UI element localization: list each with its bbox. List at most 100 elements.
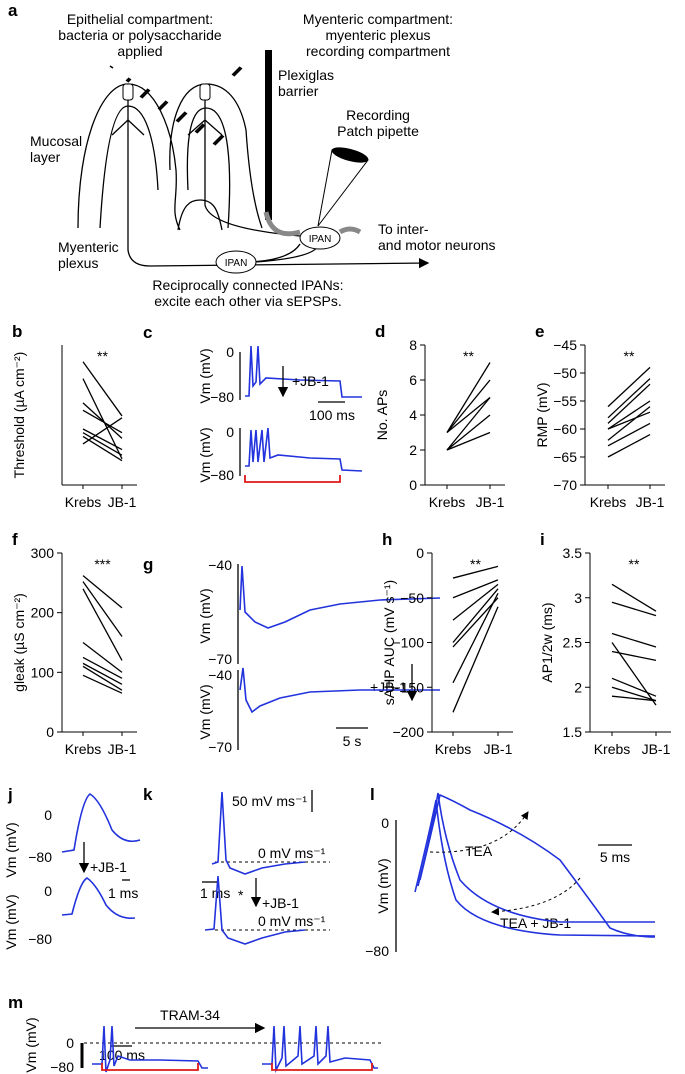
bacterium — [220, 134, 225, 138]
paired-line — [82, 575, 123, 609]
label: 1 ms — [200, 885, 230, 901]
bacterium — [160, 104, 165, 108]
y-tick-label: 1.5 — [563, 724, 583, 740]
y-tick-label: −50 — [553, 365, 577, 381]
bacterium — [142, 92, 147, 96]
label: Plexiglas — [278, 67, 334, 83]
paired-line — [82, 417, 123, 445]
label: and motor neurons — [378, 237, 496, 253]
process — [263, 211, 362, 237]
paired-line — [82, 361, 123, 417]
paired-line — [452, 588, 499, 643]
bacterium — [198, 126, 203, 130]
x-tick-label: Krebs — [65, 494, 102, 510]
bacterium — [214, 140, 219, 144]
label: recording compartment — [306, 43, 450, 59]
label: 50 mV ms⁻¹ — [232, 793, 307, 809]
trace — [92, 1025, 208, 1073]
axis-label: Vm (mV) — [3, 822, 19, 877]
stimulus — [244, 475, 341, 483]
bacterium — [237, 67, 242, 71]
axis-label: sAHP AUC (mV s⁻¹) — [381, 580, 397, 705]
y-tick-label: 2 — [409, 442, 417, 458]
bacterium — [162, 102, 167, 106]
paired-line — [82, 641, 123, 673]
bacterium — [213, 141, 218, 145]
bacterium — [180, 114, 185, 118]
tick-label: −80 — [365, 943, 389, 959]
tick-label: −70 — [208, 739, 232, 755]
bacterium — [194, 130, 199, 134]
y-tick-label: 0 — [409, 477, 417, 493]
paired-line — [611, 601, 657, 617]
bacterium — [219, 135, 224, 139]
axis-label: Vm (mV) — [197, 588, 213, 643]
label: 0 mV ms⁻¹ — [258, 845, 326, 861]
bacterium — [164, 100, 169, 104]
axis-label: Vm (mV) — [197, 684, 213, 739]
label: +JB-1 — [370, 679, 407, 695]
bacterium — [127, 77, 132, 81]
paired-line — [611, 632, 657, 648]
bacterium — [182, 112, 187, 116]
y-tick-label: −55 — [553, 393, 577, 409]
bacterium — [233, 71, 238, 75]
paired-line — [611, 686, 657, 702]
nerve — [111, 100, 319, 263]
bacterium — [212, 142, 217, 146]
panel-letter: d — [375, 322, 385, 341]
significance: ** — [97, 348, 108, 364]
paired-line — [611, 583, 657, 612]
y-tick-label: −60 — [553, 421, 577, 437]
panel-letter: c — [143, 323, 152, 342]
cell — [122, 83, 134, 101]
y-tick-label: −70 — [553, 477, 577, 493]
paired-line — [607, 434, 651, 458]
tick-label: −70 — [208, 651, 232, 667]
label: 0 mV ms⁻¹ — [258, 913, 326, 929]
bacterium — [200, 124, 205, 128]
x-tick-label: Krebs — [435, 741, 472, 757]
paired-line — [446, 431, 491, 451]
label: layer — [30, 149, 61, 165]
paired-line — [82, 581, 123, 637]
tick-label: 0 — [226, 344, 234, 360]
stimulus — [101, 1063, 373, 1071]
barrier — [265, 50, 272, 220]
bacterium — [143, 91, 148, 95]
label: plexus — [58, 255, 98, 271]
axis-label: AP1/2w (ms) — [539, 602, 555, 682]
panel-j: j 0 −80 Vm (mV) +JB-1 1 ms 0 −80 Vm (mV) — [3, 785, 141, 950]
panel-g: g −40 −70 Vm (mV) +JB-1 −40 −70 Vm (mV) … — [143, 555, 441, 755]
y-tick-label: −200 — [392, 724, 424, 740]
x-tick-label: JB-1 — [484, 741, 513, 757]
paired-line — [452, 565, 499, 579]
paired-line — [82, 665, 123, 691]
bacterium — [195, 129, 200, 133]
bacterium — [177, 117, 182, 121]
significance: ** — [629, 556, 640, 572]
label: 100 ms — [309, 407, 355, 423]
trace — [239, 667, 440, 714]
y-tick-label: 3.5 — [563, 545, 583, 561]
panel-letter: a — [8, 1, 18, 20]
tick-label: −80 — [210, 467, 234, 483]
axis-label: RMP (mV) — [534, 382, 550, 447]
x-tick-label: Krebs — [429, 494, 466, 510]
bacterium — [126, 78, 131, 82]
bacterium — [197, 127, 202, 131]
cell — [199, 83, 211, 101]
bacterium — [161, 103, 166, 107]
x-tick-label: JB-1 — [476, 494, 505, 510]
label: Epithelial compartment: — [67, 11, 213, 27]
label: IPAN — [309, 234, 332, 245]
panel-a: a Epithelial compartment: bacteria or po… — [8, 1, 496, 309]
axis-label: Vm (mV) — [197, 348, 213, 403]
bacterium — [158, 106, 163, 110]
bacterium — [216, 138, 221, 142]
trace — [245, 427, 363, 472]
tick-label: −80 — [50, 1059, 74, 1074]
panel-letter: k — [143, 785, 153, 804]
bacterium — [179, 115, 184, 119]
label: bacteria or polysaccharide — [58, 27, 222, 43]
